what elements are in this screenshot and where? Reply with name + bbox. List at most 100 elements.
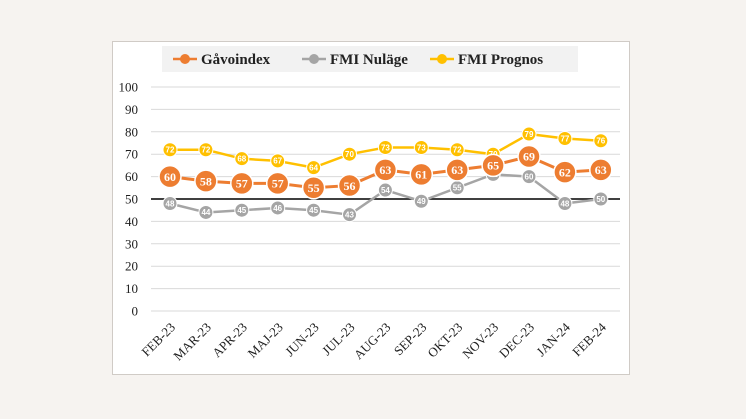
data-point (162, 142, 178, 158)
data-label: 61 (415, 168, 427, 182)
data-point (517, 144, 541, 169)
data-point (481, 153, 505, 178)
data-point (377, 182, 393, 198)
legend-marker (309, 54, 319, 64)
data-point (270, 200, 286, 216)
data-point (413, 193, 429, 209)
y-tick-label: 60 (125, 169, 138, 184)
data-label: 46 (273, 204, 282, 213)
data-label: 48 (166, 199, 175, 208)
y-tick-label: 10 (125, 281, 138, 296)
data-label: 50 (596, 195, 605, 204)
y-tick-label: 30 (125, 236, 138, 251)
x-tick-label: MAR-23 (170, 320, 214, 364)
x-tick-label: MAJ-23 (245, 320, 286, 361)
data-label: 45 (237, 206, 246, 215)
data-label: 58 (200, 174, 212, 188)
legend-marker (437, 54, 447, 64)
data-point (306, 160, 322, 176)
x-tick-label: JUN-23 (282, 320, 322, 360)
y-tick-label: 50 (125, 192, 138, 207)
data-point (301, 176, 326, 200)
data-label: 49 (417, 197, 426, 206)
data-point (342, 207, 357, 223)
legend-marker (180, 54, 190, 64)
data-point (198, 204, 214, 220)
data-point (265, 171, 290, 196)
data-label: 70 (345, 150, 354, 159)
data-label: 73 (381, 143, 390, 152)
legend-label: Gåvoindex (201, 52, 271, 68)
data-label: 55 (308, 181, 320, 195)
x-tick-label: AUG-23 (351, 320, 394, 363)
data-point (198, 142, 214, 158)
data-point (162, 195, 178, 211)
x-tick-label: SEP-23 (391, 320, 430, 359)
data-label: 63 (379, 163, 391, 177)
y-tick-label: 20 (125, 259, 138, 274)
data-label: 76 (596, 137, 605, 146)
legend-label: FMI Nuläge (330, 52, 408, 68)
data-point (234, 151, 250, 167)
data-label: 60 (525, 172, 534, 181)
data-label: 69 (523, 150, 535, 164)
data-label: 77 (560, 134, 569, 143)
data-point (413, 139, 429, 155)
data-label: 79 (525, 130, 534, 139)
data-point (593, 191, 609, 207)
chart-frame (112, 41, 630, 375)
data-point (521, 126, 537, 142)
data-point (377, 139, 393, 155)
data-point (449, 142, 465, 158)
data-point (593, 133, 609, 149)
data-label: 62 (559, 165, 571, 179)
x-tick-label: DEC-23 (496, 320, 537, 361)
data-label: 56 (344, 179, 356, 193)
data-point (409, 162, 434, 187)
data-label: 60 (164, 170, 176, 184)
data-label: 72 (166, 146, 175, 155)
data-label: 54 (381, 186, 390, 195)
data-point (337, 173, 362, 198)
data-label: 57 (236, 177, 248, 191)
data-label: 68 (237, 154, 246, 163)
y-tick-label: 40 (125, 214, 138, 229)
data-label: 57 (272, 177, 284, 191)
data-label: 55 (453, 184, 462, 193)
data-point (373, 158, 398, 182)
data-label: 72 (201, 146, 210, 155)
data-label: 63 (451, 163, 463, 177)
data-point (306, 202, 322, 218)
data-label: 65 (487, 159, 499, 173)
x-tick-label: JAN-24 (533, 319, 573, 359)
data-label: 45 (309, 206, 318, 215)
data-point (445, 158, 469, 182)
data-point (553, 160, 577, 184)
x-tick-label: NOV-23 (459, 320, 501, 362)
data-label: 73 (417, 143, 426, 152)
data-point (230, 171, 254, 196)
data-point (194, 169, 218, 193)
y-tick-label: 80 (125, 124, 138, 139)
data-point (158, 164, 182, 189)
data-point (521, 169, 537, 185)
data-label: 63 (595, 163, 607, 177)
y-tick-label: 70 (125, 147, 138, 162)
data-point (557, 131, 573, 147)
y-tick-label: 100 (119, 80, 139, 95)
data-point (234, 202, 250, 218)
data-point (342, 146, 357, 162)
data-label: 72 (453, 146, 462, 155)
data-point (589, 158, 613, 182)
data-label: 64 (309, 163, 318, 172)
legend-background (162, 46, 578, 72)
x-tick-label: OKT-23 (424, 320, 465, 361)
data-label: 67 (273, 157, 282, 166)
data-label: 43 (345, 210, 354, 219)
x-tick-label: APR-23 (209, 320, 250, 361)
x-tick-label: FEB-24 (569, 319, 609, 359)
legend-label: FMI Prognos (458, 52, 543, 68)
data-label: 48 (560, 199, 569, 208)
data-label: 44 (201, 208, 210, 217)
